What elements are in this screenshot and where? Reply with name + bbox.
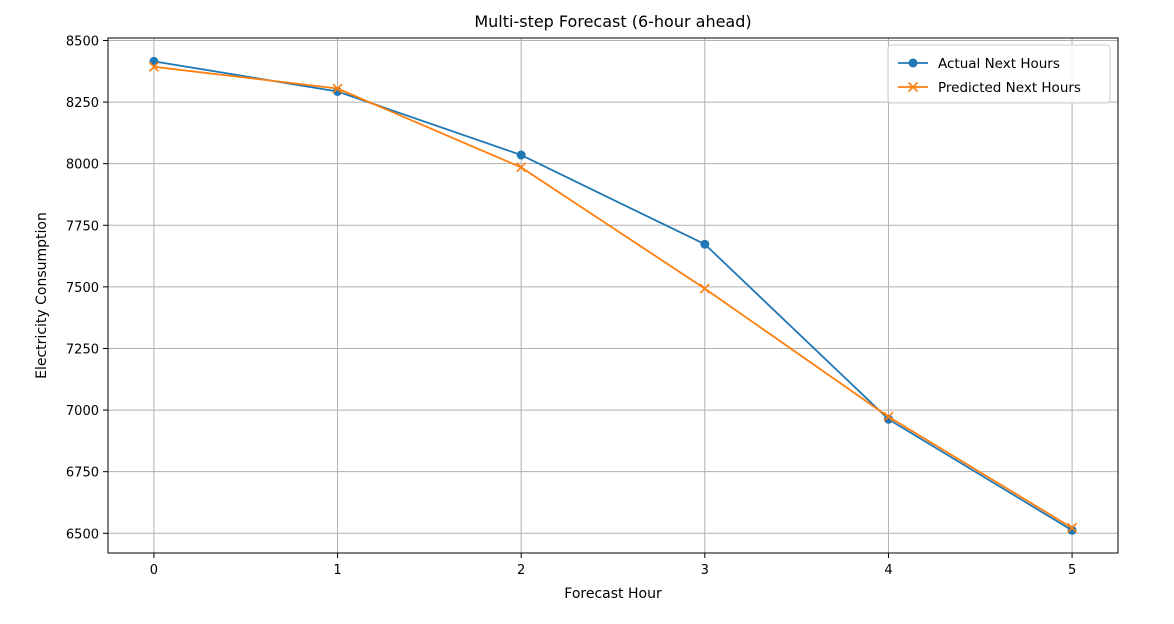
legend-label: Actual Next Hours <box>938 56 1060 72</box>
series-1 <box>149 56 1077 535</box>
chart-title: Multi-step Forecast (6-hour ahead) <box>474 12 751 31</box>
data-point <box>700 239 710 249</box>
x-tick-label: 4 <box>884 563 892 578</box>
series-layer <box>148 56 1078 535</box>
y-tick-label: 7500 <box>66 281 99 296</box>
data-point <box>1067 522 1078 533</box>
series-2 <box>148 61 1078 533</box>
series-line <box>153 65 1073 529</box>
plot-frame <box>107 37 1119 554</box>
data-point <box>1067 525 1077 535</box>
y-tick-label: 7000 <box>66 404 99 419</box>
x-tick-label: 0 <box>150 563 158 578</box>
x-axis-label: Forecast Hour <box>564 586 662 602</box>
legend-marker <box>907 81 919 93</box>
y-tick-label: 8500 <box>66 34 99 49</box>
x-tick-label: 5 <box>1068 563 1076 578</box>
x-tick-label: 1 <box>333 563 341 578</box>
legend-item: Predicted Next Hours <box>898 80 1081 96</box>
data-point <box>516 150 526 160</box>
data-point <box>883 414 893 424</box>
y-tick-label: 7250 <box>66 342 99 357</box>
y-tick-label: 7750 <box>66 219 99 234</box>
legend-item: Actual Next Hours <box>898 56 1060 72</box>
grid <box>108 38 1118 553</box>
data-point <box>699 283 710 294</box>
x-tick-label: 2 <box>517 563 525 578</box>
data-point <box>883 411 894 422</box>
y-tick-label: 6500 <box>66 527 99 542</box>
data-point <box>332 83 343 94</box>
data-point <box>516 162 527 173</box>
legend: Actual Next Hours Predicted Next Hours <box>887 44 1111 104</box>
legend-box <box>887 44 1111 104</box>
y-axis-label: Electricity Consumption <box>34 212 50 379</box>
series-line <box>153 60 1073 532</box>
ticks: 0 1 2 3 4 5 6500 6750 7000 7250 7500 7750 8000 8250 85… <box>66 34 1076 578</box>
data-point <box>148 61 159 72</box>
x-tick-label: 3 <box>701 563 709 578</box>
legend-label: Predicted Next Hours <box>938 80 1081 96</box>
y-tick-label: 8000 <box>66 158 99 173</box>
y-tick-label: 8250 <box>66 96 99 111</box>
y-tick-label: 6750 <box>66 466 99 481</box>
legend-marker <box>908 58 918 68</box>
